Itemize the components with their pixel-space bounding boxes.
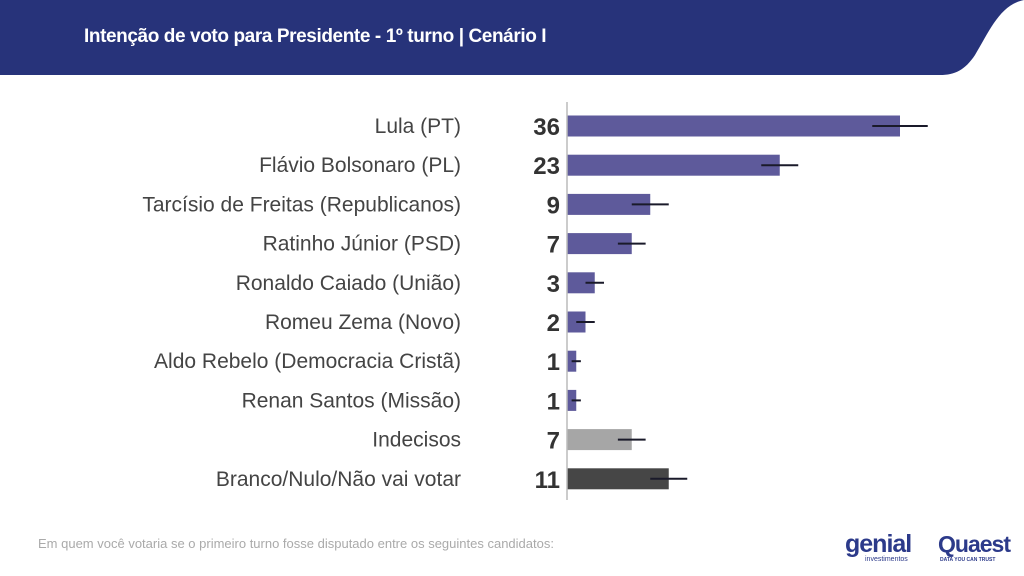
bar — [567, 468, 669, 490]
category-label: Romeu Zema (Novo) — [265, 311, 461, 334]
category-label: Tarcísio de Freitas (Republicanos) — [142, 193, 461, 216]
data-label: 2 — [547, 310, 560, 337]
data-label: 1 — [547, 349, 560, 376]
quaest-logo: Quaest — [938, 531, 1011, 557]
data-label: 7 — [547, 232, 560, 259]
bar — [567, 115, 900, 137]
data-label: 11 — [535, 467, 560, 494]
genial-logo-sub: investimentos — [865, 556, 908, 563]
quaest-logo-sub: DATA YOU CAN TRUST — [940, 557, 996, 563]
data-label: 3 — [547, 271, 560, 298]
page-title: Intenção de voto para Presidente - 1º tu… — [84, 26, 547, 47]
bar — [567, 233, 632, 255]
category-label: Indecisos — [372, 429, 461, 452]
bar — [567, 272, 595, 294]
category-label: Aldo Rebelo (Democracia Cristã) — [154, 350, 461, 373]
data-label: 23 — [533, 153, 560, 180]
bar — [567, 154, 780, 176]
data-label: 1 — [547, 388, 560, 415]
genial-logo: genial — [845, 530, 912, 558]
category-label: Flávio Bolsonaro (PL) — [259, 154, 461, 177]
category-label: Lula (PT) — [375, 115, 461, 138]
data-label: 7 — [547, 428, 560, 455]
bar — [567, 193, 651, 215]
category-label: Renan Santos (Missão) — [242, 389, 461, 412]
category-label: Branco/Nulo/Não vai votar — [216, 468, 461, 491]
footnote: Em quem você votaria se o primeiro turno… — [38, 536, 554, 551]
logos: genial investimentos Quaest DATA YOU CAN… — [845, 530, 1020, 570]
data-label: 9 — [547, 192, 560, 219]
category-label: Ronaldo Caiado (União) — [236, 272, 461, 295]
data-label: 36 — [533, 114, 560, 141]
header-background — [0, 0, 1024, 75]
category-label: Ratinho Júnior (PSD) — [263, 233, 461, 256]
bar — [567, 429, 632, 451]
header-banner — [0, 0, 1024, 75]
